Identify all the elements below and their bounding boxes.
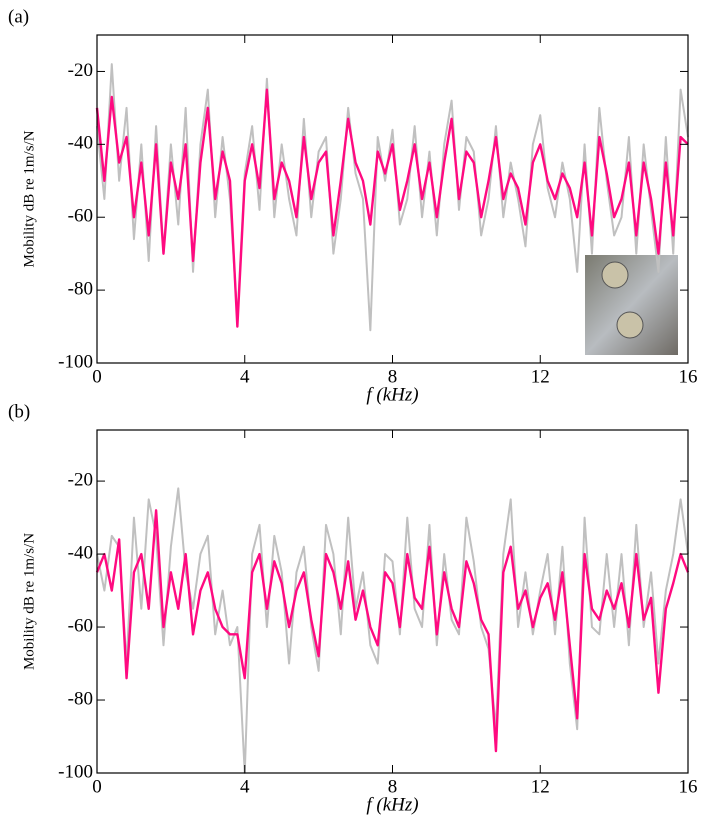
panel-label: (a) bbox=[8, 6, 29, 27]
x-axis-label: f (kHz) bbox=[366, 384, 418, 405]
inset-photo bbox=[585, 255, 678, 355]
x-tick-label: 12 bbox=[531, 366, 550, 387]
x-tick-label: 16 bbox=[679, 366, 698, 387]
y-tick-label: -60 bbox=[68, 615, 93, 636]
inset-photo-detail bbox=[601, 261, 629, 289]
y-tick-label: -100 bbox=[58, 761, 93, 782]
y-tick-label: -80 bbox=[68, 688, 93, 709]
y-axis-label: Mobility dB re 1m/s/N bbox=[21, 130, 37, 267]
x-tick-label: 16 bbox=[679, 776, 698, 797]
data-line bbox=[95, 88, 689, 328]
y-tick-label: -40 bbox=[68, 542, 93, 563]
y-tick-label: -20 bbox=[68, 60, 93, 81]
y-axis-label: Mobility dB re 1m/s/N bbox=[21, 533, 37, 670]
x-tick-label: 12 bbox=[531, 776, 550, 797]
y-tick-label: -100 bbox=[58, 351, 93, 372]
x-axis-label: f (kHz) bbox=[366, 794, 418, 815]
y-tick-label: -60 bbox=[68, 206, 93, 227]
data-line bbox=[96, 487, 689, 774]
y-tick-label: -40 bbox=[68, 133, 93, 154]
data-line bbox=[95, 509, 690, 753]
plot-frame bbox=[96, 429, 689, 774]
x-tick-label: 8 bbox=[388, 366, 398, 387]
inset-photo-detail bbox=[616, 311, 644, 339]
x-tick-label: 0 bbox=[92, 366, 102, 387]
x-tick-label: 4 bbox=[240, 776, 250, 797]
x-tick-label: 4 bbox=[240, 366, 250, 387]
y-tick-label: -80 bbox=[68, 278, 93, 299]
x-tick-label: 0 bbox=[92, 776, 102, 797]
y-tick-label: -20 bbox=[68, 469, 93, 490]
panel-label: (b) bbox=[8, 401, 30, 422]
x-tick-label: 8 bbox=[388, 776, 398, 797]
